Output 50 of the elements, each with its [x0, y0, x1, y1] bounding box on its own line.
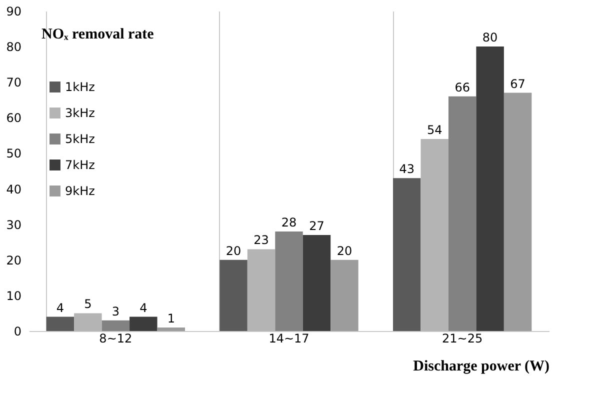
data-label: 23 [254, 233, 269, 248]
data-label: 20 [226, 244, 242, 258]
bar [102, 320, 130, 331]
bar [504, 92, 532, 331]
bar [220, 260, 248, 331]
bar [302, 235, 331, 331]
data-label: 5 [84, 297, 92, 312]
data-label: 80 [482, 30, 498, 45]
y-axis-title: NOₓ removal rate [42, 26, 154, 42]
bar [46, 316, 74, 331]
data-label: 43 [399, 162, 415, 176]
bar [476, 46, 504, 331]
bar [275, 231, 303, 331]
y-tick-label: 20 [6, 253, 22, 268]
y-tick-label: 40 [6, 182, 22, 196]
x-axis-title: Discharge power (W) [413, 358, 550, 374]
y-tick-label: 30 [6, 218, 22, 232]
y-tick-label: 10 [6, 288, 22, 303]
y-tick-label: 90 [6, 4, 22, 18]
data-label: 1 [167, 311, 175, 326]
legend-label: 7kHz [65, 158, 95, 172]
legend-label: 5kHz [65, 132, 95, 146]
bar [130, 316, 158, 331]
data-label: 4 [56, 300, 64, 315]
bar [448, 96, 476, 331]
x-tick-label: 8~12 [99, 332, 132, 346]
bar [157, 327, 185, 331]
y-tick-label: 60 [6, 111, 22, 126]
y-tick-label: 70 [6, 76, 22, 90]
data-label: 67 [510, 76, 526, 91]
bar [393, 178, 421, 331]
bar [330, 260, 358, 331]
x-tick-label: 14~17 [268, 332, 310, 346]
bar [420, 139, 448, 331]
x-tick-label: 21~25 [442, 332, 483, 346]
y-tick-label: 0 [14, 324, 22, 338]
data-label: 3 [112, 304, 120, 318]
data-label: 27 [309, 219, 324, 233]
data-label: 4 [140, 300, 148, 315]
legend-label: 3kHz [65, 106, 95, 120]
y-tick-label: 50 [6, 146, 22, 161]
data-label: 28 [281, 215, 297, 230]
data-label: 66 [454, 80, 470, 94]
legend-label: 1kHz [65, 80, 95, 94]
bar [74, 313, 102, 331]
data-label: 54 [426, 123, 442, 137]
data-label: 20 [336, 244, 352, 258]
legend-label: 9kHz [65, 184, 95, 198]
bar [247, 249, 276, 331]
y-tick-label: 80 [6, 40, 22, 54]
